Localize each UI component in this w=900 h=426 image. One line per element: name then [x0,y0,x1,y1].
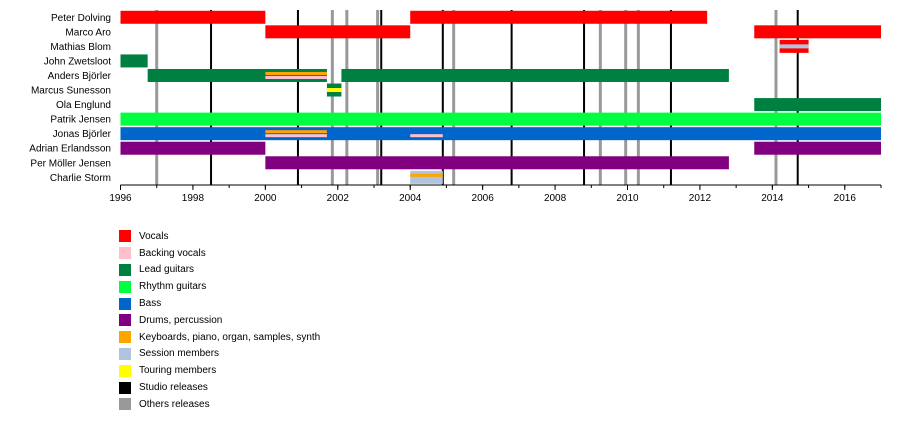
x-tick-label-2: 2000 [254,193,277,204]
overlay-backing-2 [265,75,327,79]
bar-vocals-3 [754,25,881,39]
x-tick-label-0: 1996 [109,193,132,204]
x-tick-label-5: 2006 [472,193,495,204]
member-name-2: Mathias Blom [50,42,111,53]
bar-drums-12 [120,141,266,155]
x-tick-label-1: 1998 [182,193,205,204]
legend-swatch-touring [119,364,131,377]
band-timeline-chart: Peter Dolving Marco Aro Mathias Blom John Z… [29,10,882,204]
member-bars [120,10,881,184]
legend-swatch-session [119,347,131,360]
overlay-backing-6 [410,134,443,138]
x-tick-label-3: 2002 [327,193,350,204]
legend-swatch-drums [119,314,131,327]
legend-swatch-keys [119,331,131,344]
legend-label-lead: Lead guitars [139,264,195,276]
x-axis: 1996 1998 2000 2002 2004 2006 2008 2010 2012 2014… [109,184,882,204]
overlay-keys-4 [265,130,327,134]
legend-item-backing: Backing vocals [119,245,320,262]
x-tick-label-6: 2008 [544,193,567,204]
member-name-7: Patrik Jensen [50,115,111,126]
legend-swatch-vocals [119,230,131,243]
x-tick-label-7: 2010 [616,193,639,204]
member-name-3: John Zwetsloot [44,56,111,67]
member-name-5: Marcus Sunesson [31,86,111,97]
release-lines [155,10,799,185]
legend-item-touring: Touring members [119,362,320,379]
bar-lead-5 [120,54,148,68]
legend-swatch-studio [119,381,131,394]
legend-item-others: Others releases [119,396,320,413]
member-name-9: Adrian Erlandsson [29,144,111,155]
legend: Vocals Backing vocals Lead guitars Rhythm g… [119,228,320,413]
legend-label-session: Session members [139,348,220,360]
overlay-backing-5 [265,134,327,138]
overlay-touring-3 [326,88,342,93]
legend-swatch-backing [119,247,131,260]
bar-vocals-1 [410,10,708,24]
bar-rhythm-10 [120,112,881,126]
bar-lead-9 [754,98,881,112]
legend-label-rhythm: Rhythm guitars [139,281,207,293]
member-name-10: Per Möller Jensen [30,158,111,169]
x-tick-label-4: 2004 [399,193,422,204]
legend-item-rhythm: Rhythm guitars [119,278,320,295]
bar-vocals-2 [265,25,411,39]
overlay-keys-1 [265,71,327,75]
legend-item-keys: Keyboards, piano, organ, samples, synth [119,329,320,346]
legend-label-bass: Bass [139,298,162,310]
overlay-keys-7 [410,173,443,177]
legend-label-studio: Studio releases [139,382,208,394]
bar-bass-11 [120,127,881,141]
bar-vocals-0 [120,10,266,24]
legend-label-keys: Keyboards, piano, organ, samples, synth [139,331,321,343]
bar-lead-6 [147,68,327,82]
member-name-6: Ola Englund [56,100,111,111]
member-name-8: Jonas Björler [53,129,112,140]
legend-item-bass: Bass [119,295,320,312]
x-tick-label-10: 2016 [834,193,857,204]
legend-item-lead: Lead guitars [119,262,320,279]
member-name-4: Anders Björler [48,71,112,82]
legend-swatch-lead [119,263,131,276]
member-name-1: Marco Aro [65,27,111,38]
role-overlays [265,44,809,177]
legend-item-session: Session members [119,346,320,363]
member-names: Peter Dolving Marco Aro Mathias Blom John Z… [29,13,111,184]
legend-item-drums: Drums, percussion [119,312,320,329]
legend-label-vocals: Vocals [139,230,169,242]
x-tick-label-8: 2012 [689,193,712,204]
bar-drums-13 [754,141,881,155]
bar-lead-7 [341,68,729,82]
legend-label-touring: Touring members [139,365,217,377]
legend-label-others: Others releases [139,398,210,410]
x-tick-label-9: 2014 [761,193,784,204]
legend-swatch-others [119,398,131,411]
bar-session-15 [410,170,443,184]
member-name-0: Peter Dolving [51,13,111,24]
legend-label-backing: Backing vocals [139,247,206,259]
legend-swatch-bass [119,297,131,310]
legend-item-vocals: Vocals [119,228,320,245]
legend-swatch-rhythm [119,280,131,293]
overlay-session-0 [779,44,809,49]
member-name-11: Charlie Storm [50,173,111,184]
legend-item-studio: Studio releases [119,379,320,396]
legend-label-drums: Drums, percussion [139,314,223,326]
bar-drums-14 [265,156,729,170]
